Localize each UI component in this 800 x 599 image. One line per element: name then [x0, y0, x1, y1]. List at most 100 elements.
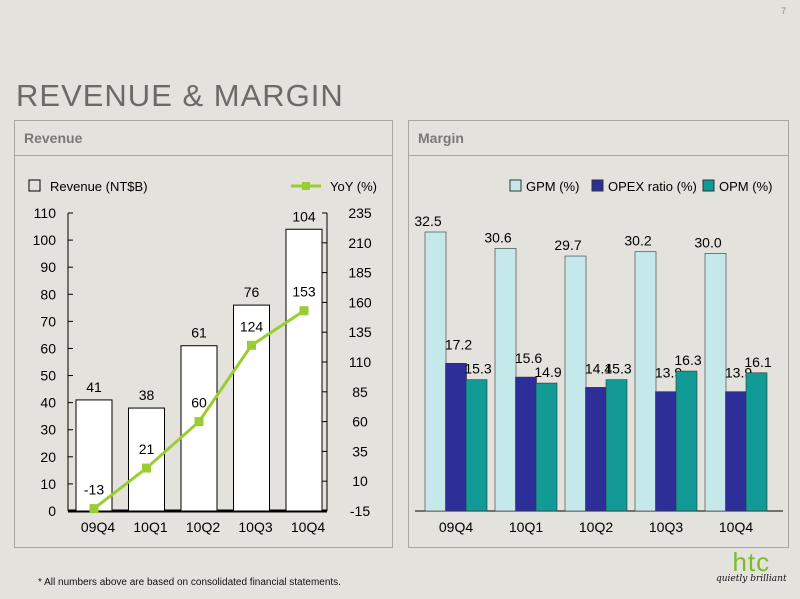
y-left-tick-label: 50 — [40, 368, 56, 384]
legend-swatch — [509, 179, 522, 192]
x-tick-label: 10Q2 — [186, 519, 220, 535]
legend-label: OPEX ratio (%) — [608, 179, 697, 194]
margin-label: 13.9 — [725, 365, 752, 381]
margin-bar — [725, 391, 747, 512]
y-right-tick-label: 85 — [352, 384, 368, 400]
legend-swatch — [702, 179, 715, 192]
revenue-bar — [285, 228, 323, 512]
x-tick-label: 09Q4 — [439, 519, 473, 535]
panel-title: Margin — [409, 121, 788, 156]
margin-bar — [675, 370, 698, 512]
legend-label: OPM (%) — [719, 179, 772, 194]
yoy-label: 60 — [191, 395, 207, 411]
yoy-label: 153 — [292, 284, 316, 300]
margin-bar — [424, 231, 447, 512]
margin-label: 14.9 — [534, 364, 561, 380]
y-right-tick-label: 35 — [352, 443, 368, 459]
legend-swatch — [28, 179, 41, 192]
panel-title: Revenue — [15, 121, 392, 156]
x-tick-label: 10Q4 — [291, 519, 325, 535]
yoy-marker — [89, 504, 99, 514]
margin-bar — [465, 379, 488, 512]
page-number: 7 — [780, 6, 786, 16]
revenue-label: 76 — [244, 284, 260, 300]
margin-label: 15.3 — [464, 361, 491, 377]
footnote: * All numbers above are based on consoli… — [38, 577, 341, 588]
revenue-label: 38 — [139, 387, 155, 403]
margin-label: 16.1 — [744, 354, 771, 370]
y-left-tick-label: 70 — [40, 313, 56, 329]
margin-bar — [535, 382, 558, 512]
y-left-tick-label: 0 — [48, 503, 56, 519]
margin-label: 15.3 — [604, 361, 631, 377]
margin-label: 16.3 — [674, 352, 701, 368]
yoy-marker — [142, 463, 151, 473]
x-tick-label: 10Q2 — [579, 519, 613, 535]
y-left-tick-label: 100 — [33, 232, 57, 248]
y-left-tick-label: 80 — [40, 286, 56, 302]
margin-bar — [704, 253, 727, 512]
margin-bar — [745, 372, 768, 512]
revenue-bar — [180, 345, 218, 512]
y-left-tick-label: 40 — [40, 395, 56, 411]
x-tick-label: 09Q4 — [81, 519, 115, 535]
x-tick-label: 10Q4 — [719, 519, 753, 535]
revenue-panel: Revenue — [14, 120, 393, 548]
margin-bar — [605, 379, 628, 512]
y-right-tick-label: 185 — [348, 265, 372, 281]
revenue-bar — [128, 407, 165, 512]
margin-label: 13.9 — [655, 365, 682, 381]
y-left-tick-label: 30 — [40, 422, 56, 438]
y-right-tick-label: 235 — [348, 205, 372, 221]
x-tick-label: 10Q3 — [649, 519, 683, 535]
revenue-bar — [233, 304, 270, 512]
legend-label: GPM (%) — [526, 179, 579, 194]
revenue-label: 61 — [191, 325, 207, 341]
margin-panel: Margin — [408, 120, 789, 548]
legend-label: YoY (%) — [330, 179, 377, 194]
margin-bar — [564, 255, 587, 512]
x-tick-label: 10Q1 — [133, 519, 167, 535]
x-tick-label: 10Q1 — [509, 519, 543, 535]
y-right-tick-label: 10 — [352, 473, 368, 489]
margin-label: 17.2 — [445, 336, 472, 352]
legend-swatch — [591, 179, 604, 192]
revenue-label: 41 — [86, 379, 102, 395]
margin-label: 30.0 — [694, 234, 721, 250]
yoy-marker — [299, 306, 309, 316]
margin-bar — [634, 251, 657, 512]
y-left-tick-label: 90 — [40, 259, 56, 275]
margin-label: 14.4 — [585, 360, 612, 376]
margin-bar — [655, 391, 677, 512]
y-left-tick-label: 10 — [40, 476, 56, 492]
y-left-tick-label: 20 — [40, 449, 56, 465]
legend-label: Revenue (NT$B) — [50, 179, 148, 194]
y-right-tick-label: 60 — [352, 414, 368, 430]
y-right-tick-label: 160 — [348, 294, 372, 310]
yoy-marker — [247, 340, 256, 350]
yoy-label: -13 — [84, 482, 104, 498]
margin-label: 30.2 — [624, 233, 651, 249]
margin-bar — [585, 387, 607, 512]
y-right-tick-label: 210 — [348, 235, 372, 251]
y-left-tick-label: 110 — [34, 205, 57, 221]
margin-bar — [515, 376, 537, 512]
x-tick-label: 10Q3 — [238, 519, 272, 535]
yoy-label: 21 — [139, 441, 155, 457]
y-right-tick-label: 135 — [348, 324, 372, 340]
yoy-label: 124 — [240, 318, 264, 334]
margin-bar — [445, 363, 467, 512]
htc-logo: htc quietly brilliant — [716, 547, 787, 584]
y-right-tick-label: -15 — [350, 503, 370, 519]
margin-label: 32.5 — [414, 213, 441, 229]
revenue-label: 104 — [292, 208, 316, 224]
legend-marker — [302, 182, 310, 190]
revenue-bar — [75, 399, 113, 512]
yoy-marker — [194, 417, 204, 427]
margin-label: 29.7 — [554, 237, 581, 253]
y-left-tick-label: 60 — [40, 340, 56, 356]
y-right-tick-label: 110 — [349, 354, 372, 370]
page-title: REVENUE & MARGIN — [16, 78, 344, 113]
margin-label: 15.6 — [515, 350, 542, 366]
